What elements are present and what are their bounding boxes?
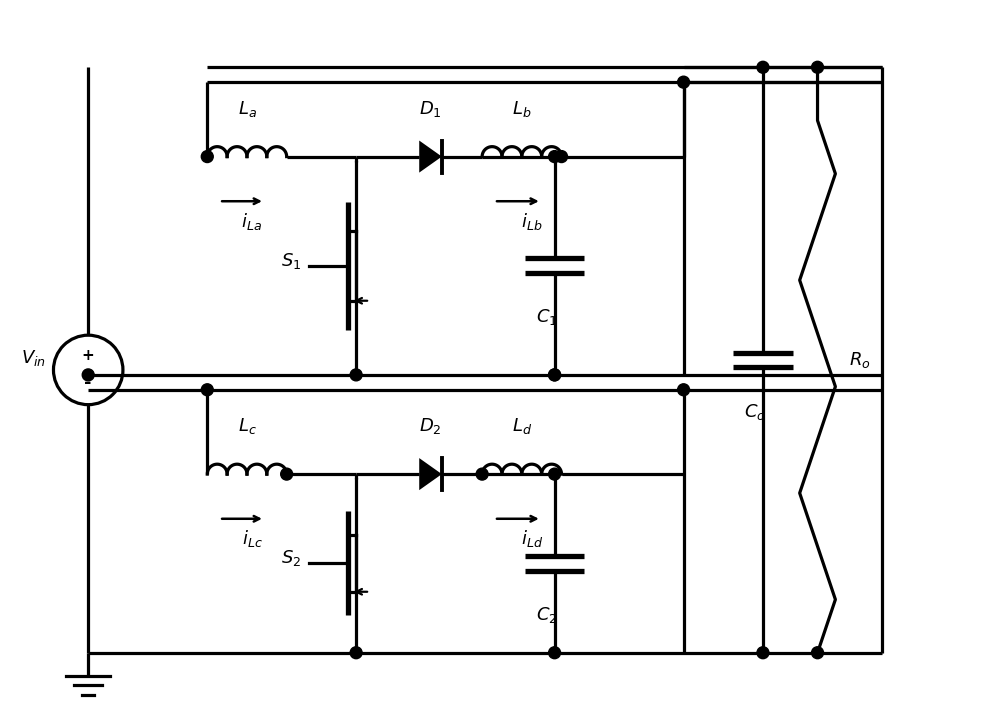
Text: $V_{in}$: $V_{in}$ — [21, 348, 46, 368]
Circle shape — [350, 647, 362, 659]
Text: $S_2$: $S_2$ — [281, 549, 302, 569]
Circle shape — [812, 61, 823, 73]
Circle shape — [678, 384, 690, 396]
Circle shape — [201, 150, 213, 163]
Polygon shape — [419, 458, 442, 490]
Text: $L_a$: $L_a$ — [238, 99, 256, 119]
Text: $D_2$: $D_2$ — [419, 416, 442, 436]
Circle shape — [549, 647, 561, 659]
Circle shape — [757, 647, 769, 659]
Text: $C_o$: $C_o$ — [744, 402, 766, 422]
Text: -: - — [84, 374, 92, 392]
Circle shape — [549, 369, 561, 381]
Circle shape — [82, 369, 94, 381]
Text: $S_1$: $S_1$ — [281, 251, 302, 271]
Circle shape — [549, 369, 561, 381]
Text: $i_{Ld}$: $i_{Ld}$ — [521, 528, 543, 549]
Text: $C_1$: $C_1$ — [536, 307, 557, 328]
Circle shape — [350, 369, 362, 381]
Circle shape — [201, 384, 213, 396]
Circle shape — [757, 61, 769, 73]
Text: $L_d$: $L_d$ — [512, 416, 532, 436]
Text: +: + — [82, 348, 95, 363]
Text: $C_2$: $C_2$ — [536, 605, 557, 625]
Circle shape — [281, 468, 293, 480]
Circle shape — [812, 647, 823, 659]
Circle shape — [556, 150, 567, 163]
Circle shape — [549, 468, 561, 480]
Circle shape — [476, 468, 488, 480]
Circle shape — [678, 76, 690, 88]
Text: $i_{Lc}$: $i_{Lc}$ — [242, 528, 262, 549]
Text: $i_{La}$: $i_{La}$ — [241, 210, 262, 232]
Text: $L_c$: $L_c$ — [238, 416, 256, 436]
Polygon shape — [419, 140, 442, 173]
Text: $R_o$: $R_o$ — [849, 350, 871, 370]
Text: $i_{Lb}$: $i_{Lb}$ — [521, 210, 542, 232]
Circle shape — [549, 150, 561, 163]
Text: $L_b$: $L_b$ — [512, 99, 532, 119]
Text: $D_1$: $D_1$ — [419, 99, 442, 119]
